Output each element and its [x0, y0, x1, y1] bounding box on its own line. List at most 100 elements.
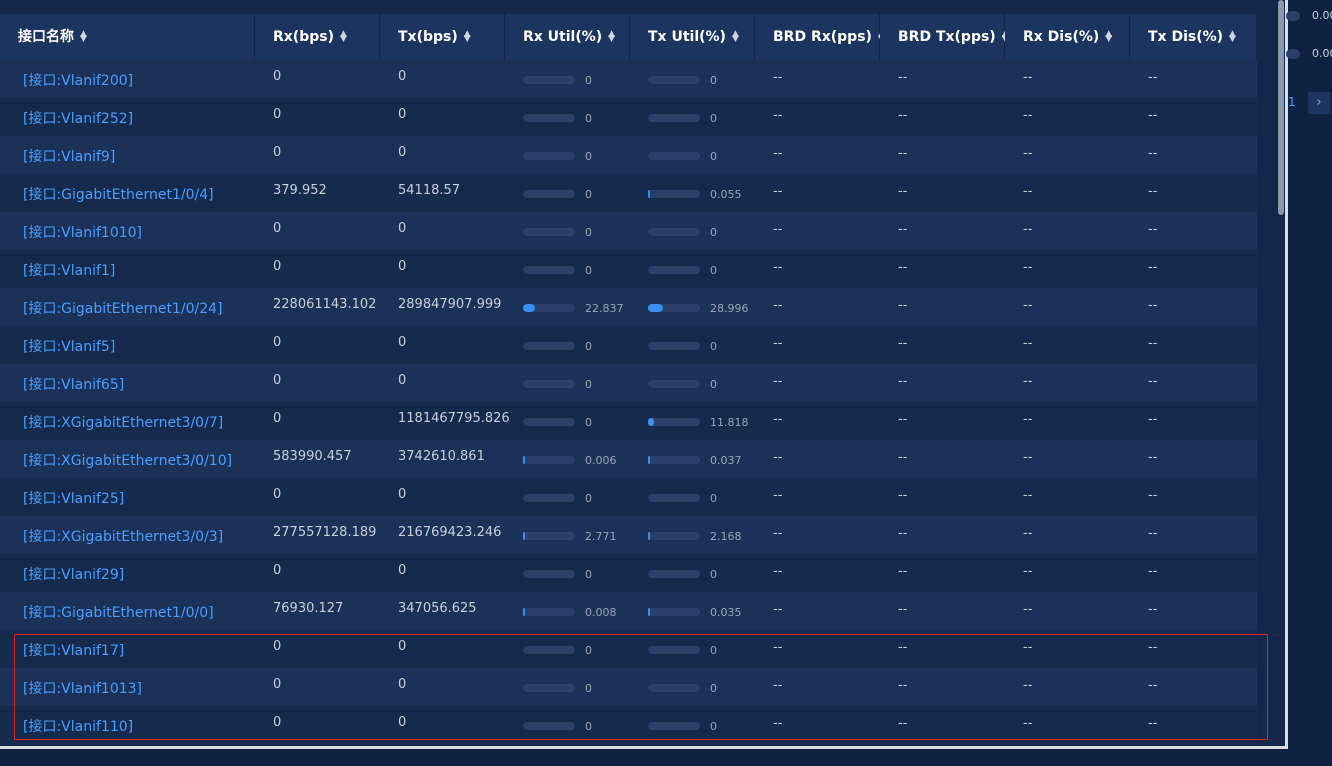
- column-header[interactable]: 接口名称 ▲ ▼: [0, 14, 255, 60]
- table-row: [接口:Vlanif9] 0 0 0 0 -- -- -- --: [0, 136, 1257, 174]
- cell: 0: [273, 411, 282, 426]
- cell: --: [1023, 602, 1033, 617]
- util-value: 0: [585, 568, 592, 581]
- table-row: [接口:XGigabitEthernet3/0/10] 583990.457 374…: [0, 440, 1257, 478]
- interface-link[interactable]: [接口:Vlanif17]: [23, 643, 125, 659]
- cell: --: [1148, 602, 1158, 617]
- table-row: [接口:GigabitEthernet1/0/24] 228061143.102 2…: [0, 288, 1257, 326]
- column-header[interactable]: Tx Util(%) ▲ ▼: [630, 14, 755, 60]
- util-value: 0: [585, 492, 592, 505]
- sort-icon[interactable]: ▲▼: [463, 29, 471, 44]
- header-text: Rx(bps): [273, 29, 334, 45]
- util-track: [523, 494, 575, 502]
- cell: 379.952: [273, 183, 327, 198]
- header-text: BRD Tx(pps): [898, 29, 996, 45]
- cell: 0: [273, 221, 282, 236]
- util-track: [523, 380, 575, 388]
- sort-icon[interactable]: ▲▼: [1105, 29, 1113, 44]
- interface-link[interactable]: [接口:Vlanif252]: [23, 111, 134, 127]
- cell: 3742610.861: [398, 449, 485, 464]
- util-track: [523, 342, 575, 350]
- cell: --: [898, 412, 908, 427]
- cell: --: [898, 336, 908, 351]
- cell: --: [1023, 260, 1033, 275]
- util-value: 0: [585, 188, 592, 201]
- column-header[interactable]: Rx Dis(%) ▲ ▼: [1005, 14, 1130, 60]
- cell: --: [1023, 678, 1033, 693]
- column-header[interactable]: Tx(bps) ▲ ▼: [380, 14, 505, 60]
- util-track: [523, 456, 575, 464]
- column-header[interactable]: BRD Tx(pps)▲▼: [880, 14, 1009, 60]
- interface-link[interactable]: [接口:XGigabitEthernet3/0/10]: [23, 453, 233, 469]
- scrollbar-thumb[interactable]: [1278, 0, 1284, 215]
- column-header[interactable]: Tx Dis(%) ▲ ▼: [1130, 14, 1257, 60]
- cell: 0: [398, 715, 407, 730]
- side-panel: 0.00 0.00 1 ›: [1286, 0, 1332, 150]
- util-track: [648, 76, 700, 84]
- util-fill: [648, 456, 650, 464]
- util-value: 0: [585, 150, 592, 163]
- util-fill: [648, 532, 650, 540]
- interface-link[interactable]: [接口:Vlanif9]: [23, 149, 116, 165]
- interface-link[interactable]: [接口:Vlanif25]: [23, 491, 125, 507]
- cell: --: [1023, 298, 1033, 313]
- util-track: [523, 76, 575, 84]
- interface-link[interactable]: [接口:GigabitEthernet1/0/24]: [23, 301, 223, 317]
- interface-link[interactable]: [接口:Vlanif29]: [23, 567, 125, 583]
- util-track: [648, 646, 700, 654]
- table-row: [接口:GigabitEthernet1/0/4] 379.952 54118.57…: [0, 174, 1257, 212]
- interface-link[interactable]: [接口:XGigabitEthernet3/0/3]: [23, 529, 224, 545]
- cell: 0: [398, 373, 407, 388]
- cell: --: [1023, 640, 1033, 655]
- cell: 0: [398, 677, 407, 692]
- util-value: 0: [710, 378, 717, 391]
- header-text: Rx Util(%): [523, 29, 603, 45]
- interface-link[interactable]: [接口:Vlanif1]: [23, 263, 116, 279]
- sort-icon[interactable]: ▲▼: [80, 29, 87, 44]
- util-track: [523, 608, 575, 616]
- column-header[interactable]: BRD Rx(pps)▲▼: [755, 14, 885, 60]
- sort-icon[interactable]: ▲▼: [1229, 29, 1236, 44]
- util-track: [523, 304, 575, 312]
- interface-link[interactable]: [接口:Vlanif65]: [23, 377, 125, 393]
- cell: 0: [273, 639, 282, 654]
- cell: 277557128.189: [273, 525, 377, 540]
- util-value: 0: [585, 340, 592, 353]
- cell: --: [1023, 488, 1033, 503]
- util-value: 0: [585, 112, 592, 125]
- cell: --: [773, 146, 783, 161]
- interface-link[interactable]: [接口:GigabitEthernet1/0/0]: [23, 605, 214, 621]
- interface-link[interactable]: [接口:Vlanif110]: [23, 719, 134, 735]
- cell: --: [898, 374, 908, 389]
- interface-link[interactable]: [接口:Vlanif1010]: [23, 225, 143, 241]
- sort-icon[interactable]: ▲▼: [731, 29, 739, 44]
- page-number[interactable]: 1: [1288, 95, 1296, 109]
- util-value: 0: [710, 644, 717, 657]
- cell: 54118.57: [398, 183, 461, 198]
- util-value: 0.006: [585, 454, 617, 467]
- util-value: 0: [710, 150, 717, 163]
- interface-link[interactable]: [接口:Vlanif1013]: [23, 681, 143, 697]
- interface-link[interactable]: [接口:XGigabitEthernet3/0/7]: [23, 415, 224, 431]
- interface-link[interactable]: [接口:Vlanif5]: [23, 339, 116, 355]
- cell: --: [898, 640, 908, 655]
- cell: --: [773, 640, 783, 655]
- sort-icon[interactable]: ▲▼: [608, 29, 616, 44]
- util-value: 2.168: [710, 530, 742, 543]
- cell: --: [898, 222, 908, 237]
- next-page[interactable]: ›: [1308, 92, 1330, 114]
- util-fill: [648, 304, 664, 312]
- cell: --: [773, 716, 783, 731]
- table-row: [接口:Vlanif1] 0 0 0 0 -- -- -- --: [0, 250, 1257, 288]
- interface-link[interactable]: [接口:Vlanif200]: [23, 73, 134, 89]
- column-header[interactable]: Rx(bps) ▲ ▼: [255, 14, 380, 60]
- sort-icon[interactable]: ▲▼: [339, 29, 347, 44]
- column-header[interactable]: Rx Util(%) ▲ ▼: [505, 14, 630, 60]
- cell: --: [1148, 336, 1158, 351]
- interface-link[interactable]: [接口:GigabitEthernet1/0/4]: [23, 187, 214, 203]
- cell: 0: [273, 69, 282, 84]
- table-row: [接口:Vlanif110] 0 0 0 0 -- -- -- --: [0, 706, 1257, 744]
- side-value: 0.00: [1312, 9, 1332, 22]
- table-row: [接口:Vlanif200] 0 0 0 0 -- -- -- --: [0, 60, 1257, 98]
